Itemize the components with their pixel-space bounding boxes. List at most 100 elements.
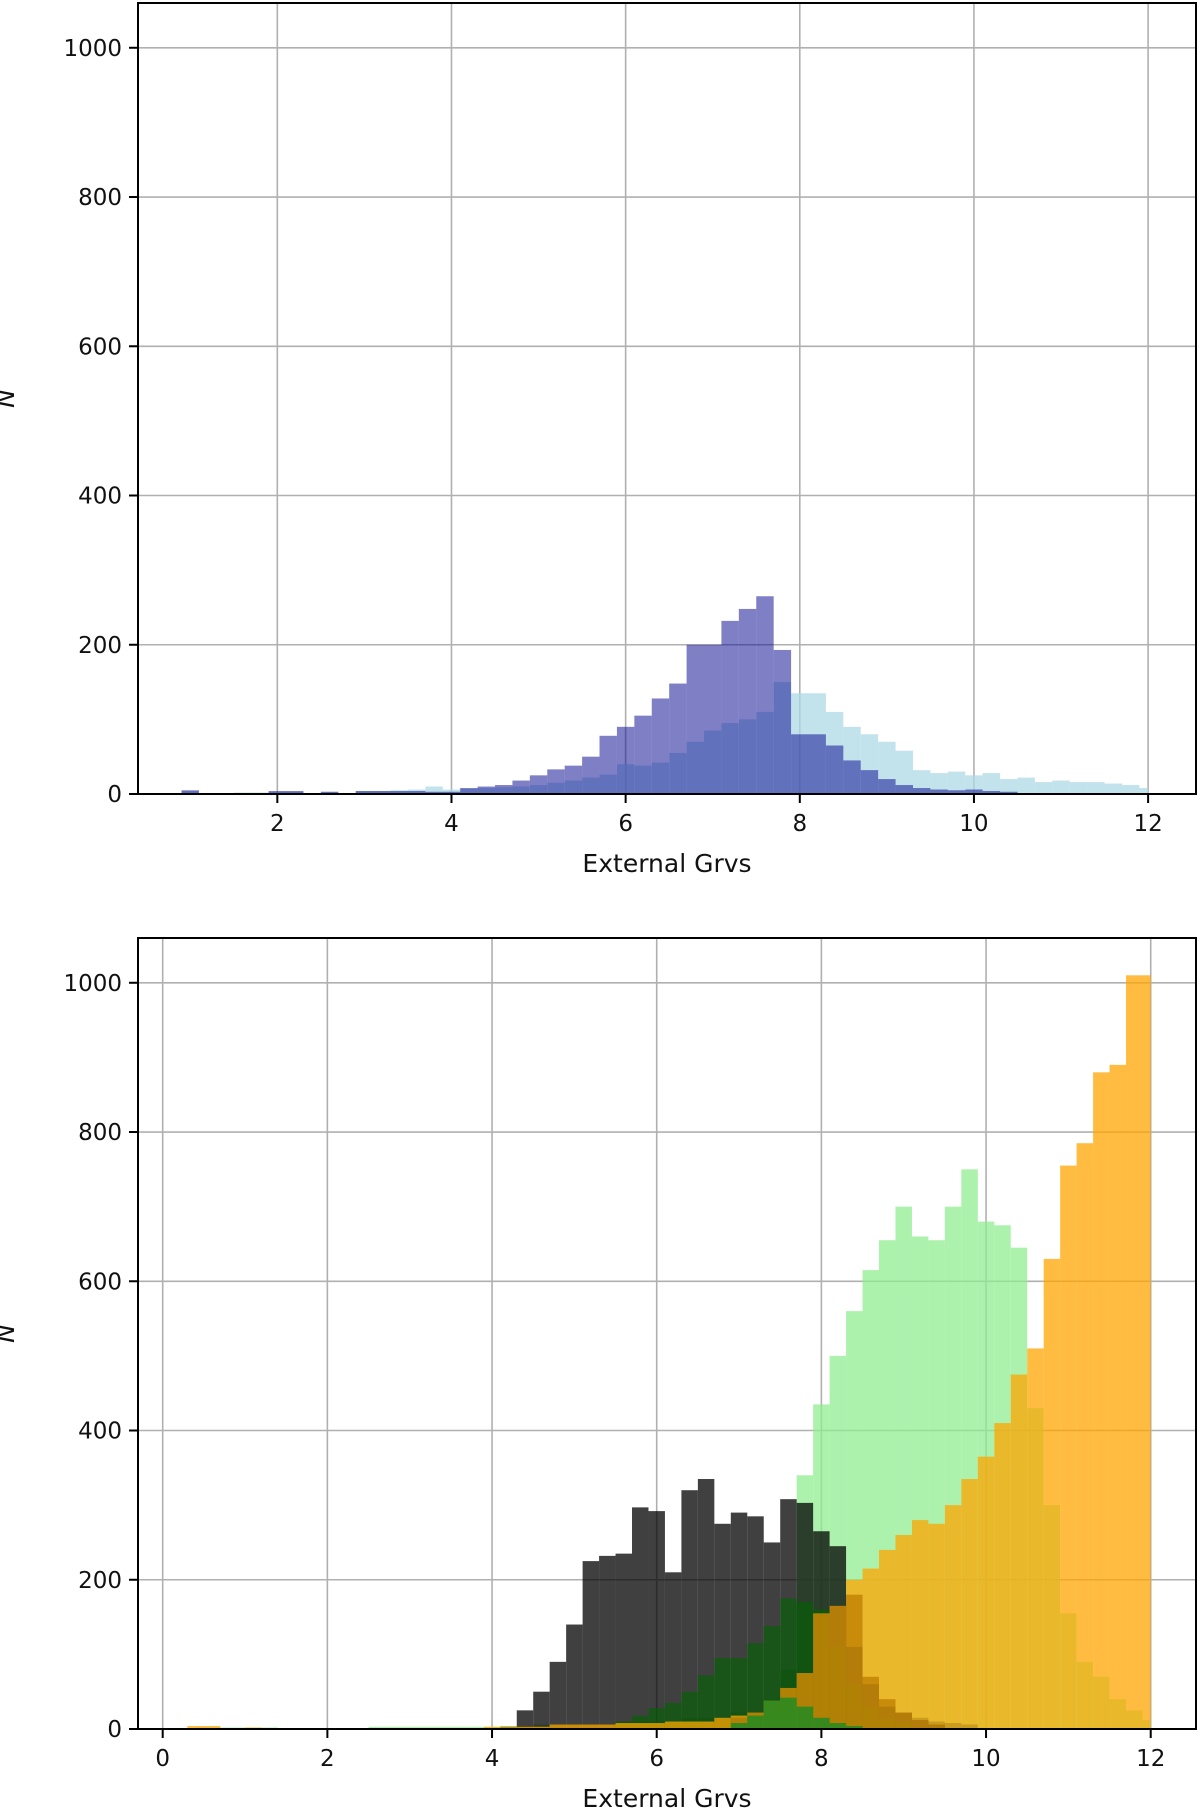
series-6 — [730, 1697, 863, 1729]
histogram-bar — [862, 1684, 880, 1729]
histogram-bar — [982, 791, 1001, 794]
x-tick-label: 2 — [270, 811, 285, 837]
x-tick-label: 12 — [1136, 1746, 1165, 1772]
x-axis-label: External Grvs — [582, 1784, 751, 1813]
histogram-bar — [582, 1561, 600, 1729]
histogram-bar — [634, 715, 652, 794]
histogram-bar — [714, 1717, 731, 1729]
histogram-bar — [1060, 1165, 1077, 1729]
histogram-bar — [747, 1715, 764, 1729]
histogram-bar — [965, 775, 983, 794]
y-tick-label: 200 — [78, 1568, 122, 1594]
y-tick-label: 800 — [78, 185, 122, 211]
histogram-bar — [813, 1717, 830, 1729]
histogram-bar — [813, 1613, 830, 1729]
histogram-bar — [796, 1706, 814, 1729]
histogram-bar — [928, 1523, 945, 1729]
y-tick-label: 0 — [107, 1717, 122, 1743]
histogram-bar — [1069, 782, 1088, 794]
histogram-bar — [1109, 1064, 1127, 1729]
histogram-bar — [721, 620, 739, 794]
x-axis-label: External Grvs — [582, 849, 751, 878]
histogram-bar — [549, 1724, 616, 1729]
x-tick-label: 12 — [1133, 811, 1162, 837]
x-tick-label: 10 — [971, 1746, 1000, 1772]
histogram-bar — [664, 1721, 715, 1729]
histogram-bar — [829, 1605, 847, 1729]
histogram-bar — [947, 790, 966, 794]
histogram-bar — [829, 1605, 847, 1729]
histogram-bar — [1142, 975, 1151, 1729]
histogram-bar — [1043, 1258, 1061, 1729]
histogram-bar — [460, 788, 478, 794]
histogram-bar — [1017, 777, 1035, 794]
histogram-bar — [648, 1511, 665, 1729]
histogram-bar — [756, 596, 774, 794]
histogram-bar — [566, 1624, 583, 1729]
histogram-bar — [181, 790, 199, 794]
histogram-bar — [187, 1726, 221, 1729]
histogram-bar — [791, 734, 809, 794]
grid-lines — [138, 3, 1196, 795]
histogram-bar — [846, 1646, 863, 1729]
histogram-bar — [895, 750, 913, 794]
histogram-bar — [1027, 1348, 1044, 1729]
histogram-bar — [961, 1479, 978, 1729]
histogram-bar — [547, 769, 565, 794]
histogram-bar — [1052, 780, 1070, 794]
histogram-bar — [1000, 791, 1018, 794]
histogram-bar — [599, 1555, 616, 1729]
histogram-bar — [686, 644, 705, 794]
histogram-bar — [862, 1568, 880, 1729]
histogram-bar — [681, 1691, 698, 1729]
y-tick-label: 800 — [78, 1120, 122, 1146]
histogram-bar — [911, 1520, 929, 1729]
histogram-bar — [697, 1675, 715, 1729]
histogram-bar — [878, 779, 896, 794]
histogram-bar — [930, 773, 948, 794]
y-tick-label: 1000 — [63, 36, 122, 62]
histogram-bar — [846, 1726, 863, 1729]
histogram-bar — [664, 1572, 682, 1729]
histogram-bar — [730, 1658, 748, 1729]
histogram-bar — [1093, 1072, 1110, 1729]
histogram-bar — [808, 734, 826, 794]
histogram-bar — [697, 1479, 715, 1729]
histogram-bar — [829, 1723, 847, 1729]
histogram-bar — [895, 1534, 912, 1729]
histogram-bar — [912, 770, 931, 794]
histogram-bar — [512, 780, 530, 794]
x-tick-label: 2 — [320, 1746, 335, 1772]
histogram-bar — [616, 726, 635, 794]
histogram-bar — [944, 1723, 962, 1729]
series-4 — [187, 975, 1151, 1729]
histogram-bar — [268, 791, 304, 794]
histogram-bar — [763, 1700, 781, 1729]
histogram-bar — [738, 608, 757, 794]
histogram-bar — [947, 771, 966, 794]
histogram-bar — [615, 1553, 633, 1729]
histogram-panel-2: 0 2 4 6 8 10 12 0 200 400 600 800 1000 External Grvs N — [0, 937, 1197, 1813]
histogram-bar — [564, 765, 583, 794]
x-tick-label: 8 — [814, 1746, 829, 1772]
histogram-bar — [911, 1717, 929, 1729]
histogram-bar — [425, 786, 443, 794]
histogram-bar — [895, 785, 913, 794]
histogram-bar — [533, 1691, 550, 1729]
histogram-bar — [355, 791, 426, 794]
histogram-bar — [549, 1661, 567, 1729]
histogram-bar — [879, 1706, 896, 1729]
histogram-bar — [773, 649, 792, 794]
axes-frame — [137, 2, 1197, 795]
histogram-bar — [1010, 1374, 1028, 1729]
x-tick-label: 6 — [618, 811, 633, 837]
histogram-bar — [632, 1507, 649, 1729]
histogram-bar — [879, 1549, 896, 1729]
x-tick-label: 4 — [444, 811, 459, 837]
histogram-bar — [747, 1643, 764, 1729]
x-tick-label: 0 — [155, 1746, 170, 1772]
y-tick-label: 600 — [78, 334, 122, 360]
histogram-bar — [669, 683, 687, 794]
histogram-bar — [1126, 975, 1143, 1729]
histogram-bar — [930, 789, 948, 794]
